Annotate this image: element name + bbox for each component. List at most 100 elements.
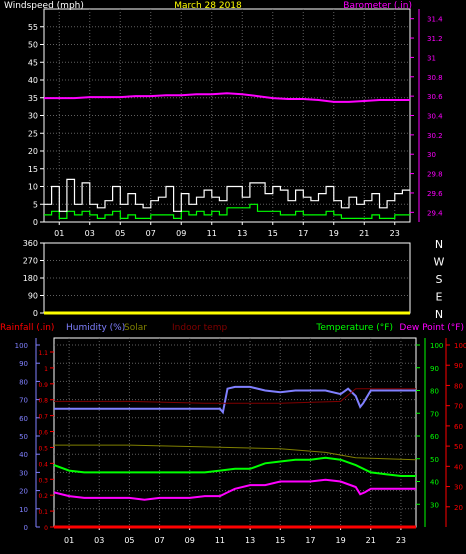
x-tick-label: 19: [329, 229, 339, 238]
temperature-title: Temperature (°F): [315, 323, 393, 333]
x-tick-label: 13: [237, 229, 247, 238]
wind-average-line: [44, 203, 410, 219]
compass-label: W: [434, 256, 445, 269]
humidity-tick-label: 20: [19, 488, 28, 496]
compass-label: N: [435, 238, 443, 251]
dew-point-tick-label: 100: [454, 342, 466, 350]
humidity-tick-label: 50: [19, 433, 28, 441]
x-tick-label: 19: [335, 536, 345, 545]
indoor-temp-title: Indoor temp: [172, 323, 227, 333]
humidity-tick-label: 30: [19, 469, 28, 477]
humidity-tick-label: 100: [15, 342, 28, 350]
temperature-tick-label: 40: [430, 479, 439, 487]
wind-tick-label: 5: [33, 200, 38, 209]
barometer-tick-label: 29.6: [427, 190, 443, 198]
temperature-tick-label: 70: [430, 410, 439, 418]
rain-tick-label: 0.6: [38, 430, 48, 437]
barometer-tick-label: 31: [427, 54, 436, 62]
x-tick-label: 23: [396, 536, 406, 545]
x-tick-label: 15: [275, 536, 285, 545]
x-tick-label: 11: [207, 229, 217, 238]
wind-tick-label: 35: [28, 94, 38, 103]
barometer-tick-label: 30.6: [427, 93, 443, 101]
rain-tick-label: 0.1: [38, 509, 48, 516]
humidity-title: Humidity (%): [66, 323, 125, 333]
temperature-tick-label: 50: [430, 456, 439, 464]
temperature-tick-label: 80: [430, 388, 439, 396]
humidity-tick-label: 0: [24, 524, 28, 532]
wind-tick-label: 0: [33, 218, 38, 227]
solar-title: Solar: [124, 323, 147, 333]
rain-tick-label: 0: [44, 525, 48, 532]
temperature-tick-label: 100: [430, 342, 443, 350]
direction-tick-label: 0: [33, 309, 38, 318]
dew-point-tick-label: 30: [454, 484, 463, 492]
x-tick-label: 03: [85, 229, 95, 238]
x-tick-label: 21: [359, 229, 369, 238]
wind-tick-label: 40: [28, 76, 38, 85]
x-tick-label: 17: [305, 536, 315, 545]
dew-point-title: Dew Point (°F): [399, 323, 464, 333]
dew-point-tick-label: 80: [454, 382, 463, 390]
wind-tick-label: 30: [28, 112, 38, 121]
humidity-tick-label: 60: [19, 415, 28, 423]
x-tick-label: 11: [215, 536, 225, 545]
barometer-line: [44, 92, 410, 103]
x-tick-label: 07: [146, 229, 156, 238]
temperature-tick-label: 60: [430, 433, 439, 441]
dew-point-tick-label: 60: [454, 423, 463, 431]
humidity-tick-label: 10: [19, 506, 28, 514]
windspeed-line: [44, 178, 410, 212]
x-tick-label: 01: [64, 536, 74, 545]
temperature-tick-label: 30: [430, 501, 439, 509]
rain-tick-label: 0.2: [38, 493, 48, 500]
dew-point-line: [53, 478, 416, 501]
wind-tick-label: 20: [28, 147, 38, 156]
direction-tick-label: 90: [28, 292, 38, 301]
windspeed-title: Windspeed (mph): [4, 1, 84, 11]
x-tick-label: 03: [94, 536, 104, 545]
solar-line: [54, 444, 417, 461]
compass-label: N: [435, 308, 443, 321]
direction-tick-label: 270: [23, 257, 38, 266]
x-tick-label: 21: [366, 536, 376, 545]
barometer-tick-label: 30.2: [427, 132, 443, 140]
dew-point-tick-label: 90: [454, 362, 463, 370]
rain-tick-label: 1: [44, 366, 48, 373]
compass-label: E: [436, 291, 443, 304]
temperature-tick-label: 90: [430, 365, 439, 373]
wind-tick-label: 10: [28, 183, 38, 192]
dew-point-tick-label: 40: [454, 463, 463, 471]
humidity-tick-label: 70: [19, 397, 28, 405]
x-tick-label: 05: [124, 536, 134, 545]
x-tick-label: 09: [176, 229, 186, 238]
temperature-line: [53, 456, 416, 477]
rainfall-title: Rainfall (.in): [0, 323, 54, 333]
wind-tick-label: 15: [28, 165, 38, 174]
dew-point-tick-label: 70: [454, 403, 463, 411]
wind-tick-label: 55: [28, 23, 38, 32]
barometer-tick-label: 29.4: [427, 209, 443, 217]
humidity-tick-label: 40: [19, 451, 28, 459]
x-tick-label: 13: [245, 536, 255, 545]
wind-tick-label: 25: [28, 129, 38, 138]
humidity-tick-label: 90: [19, 360, 28, 368]
x-tick-label: 09: [185, 536, 195, 545]
indoor-temp-line: [54, 388, 416, 404]
wind-tick-label: 45: [28, 58, 38, 67]
barometer-tick-label: 31.2: [427, 35, 443, 43]
rain-tick-label: 0.7: [38, 414, 48, 421]
x-tick-label: 01: [54, 229, 64, 238]
x-tick-label: 05: [115, 229, 125, 238]
barometer-tick-label: 30.8: [427, 74, 443, 82]
x-tick-label: 15: [268, 229, 278, 238]
rain-tick-label: 0.3: [38, 477, 48, 484]
humidity-line: [54, 385, 416, 415]
rain-tick-label: 0.9: [38, 382, 48, 389]
rain-tick-label: 0.4: [38, 461, 48, 468]
x-tick-label: 23: [390, 229, 400, 238]
x-tick-label: 07: [154, 536, 164, 545]
dew-point-tick-label: 50: [454, 443, 463, 451]
